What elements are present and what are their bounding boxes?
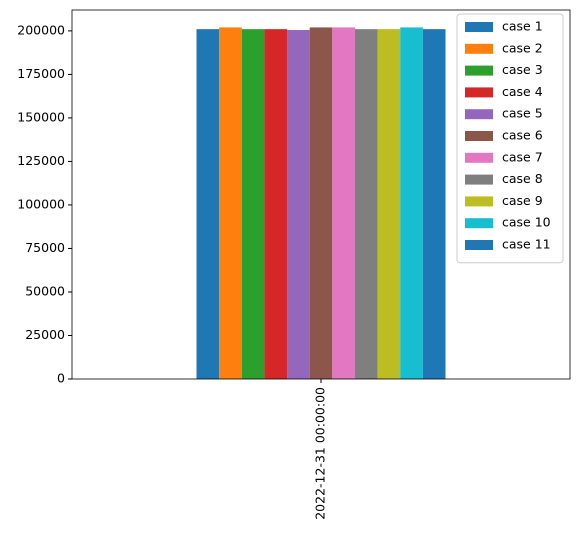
y-tick-label: 25000 [25,327,65,342]
legend-label: case 6 [502,128,543,143]
bar [287,30,310,379]
legend-swatch [465,240,493,250]
legend-label: case 3 [502,62,543,77]
y-tick-label: 150000 [17,109,65,124]
legend-label: case 2 [502,40,543,55]
legend-swatch [465,196,493,207]
legend-label: case 4 [502,84,543,99]
bar [332,27,355,379]
legend-swatch [465,152,493,163]
legend-label: case 7 [502,149,543,164]
legend-swatch [465,22,493,32]
legend-swatch [465,87,493,98]
legend-label: case 1 [502,19,543,34]
bar [400,27,423,379]
legend-swatch [465,109,493,120]
axes-frame [71,9,571,380]
y-tick-label: 50000 [25,283,65,298]
bar [354,29,378,379]
legend-label: case 9 [502,193,543,208]
legend-swatch [465,65,493,76]
bar [422,29,446,379]
legend-swatch [465,131,493,141]
legend-swatch [465,43,493,54]
y-tick-label: 125000 [17,153,65,168]
bar [219,27,242,379]
y-tick-label: 175000 [17,66,65,81]
bar [377,29,401,379]
legend-swatch [465,218,493,229]
legend-label: case 11 [502,237,551,252]
y-tick-label: 75000 [25,240,65,255]
y-tick-label: 200000 [17,22,65,37]
legend-swatch [465,174,493,185]
y-tick-label: 100000 [17,196,65,211]
y-tick-label: 0 [57,371,65,386]
x-tick-label: 2022-12-31 00:00:00 [313,387,328,520]
legend-label: case 5 [502,106,543,121]
bar [196,29,220,379]
bar [241,29,265,379]
legend-label: case 8 [502,171,543,186]
bar [264,29,288,379]
legend-label: case 10 [502,215,551,230]
bar [309,27,333,379]
